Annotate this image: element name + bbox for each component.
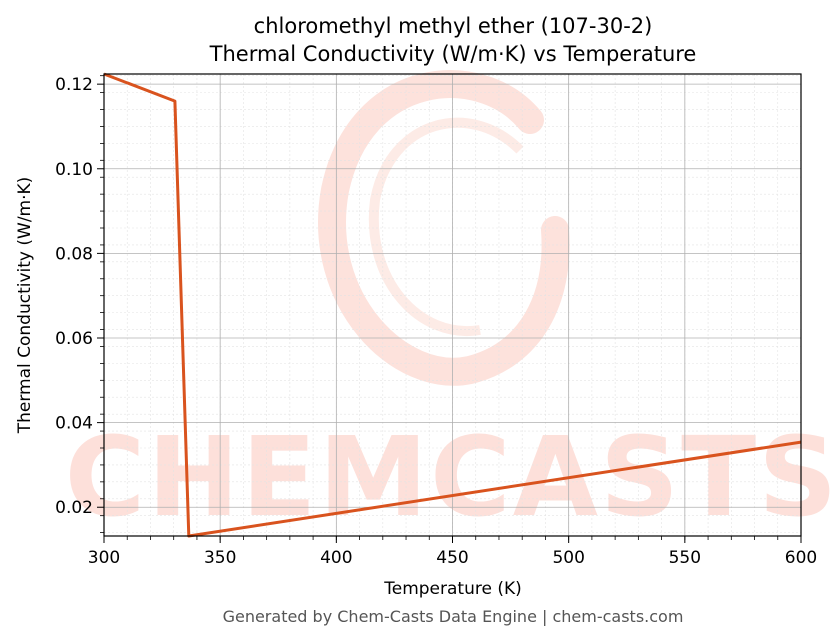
chart-title-line2: Thermal Conductivity (W/m·K) vs Temperat… (209, 42, 697, 66)
y-tick-label: 0.02 (55, 498, 93, 518)
series-line (103, 72, 802, 538)
x-tick-label: 550 (669, 548, 701, 568)
y-axis-label: Thermal Conductivity (W/m·K) (15, 177, 35, 435)
y-tick-label: 0.12 (55, 75, 93, 95)
x-tick-label: 350 (204, 548, 236, 568)
y-tick-label: 0.06 (55, 329, 93, 349)
x-axis-label: Temperature (K) (383, 579, 522, 599)
y-tick-label: 0.08 (55, 244, 93, 264)
x-tick-label: 600 (785, 548, 817, 568)
footer-credit: Generated by Chem-Casts Data Engine | ch… (222, 607, 684, 626)
y-tick-label: 0.04 (55, 414, 93, 434)
y-tick-label: 0.10 (55, 160, 93, 180)
series-group (103, 72, 802, 538)
plot-area-frame (103, 73, 802, 537)
x-tick-label: 500 (552, 548, 584, 568)
x-tick-label: 300 (88, 548, 120, 568)
x-tick-label: 400 (320, 548, 352, 568)
watermark-logo: CHEMCASTS (65, 70, 836, 541)
watermark-text: CHEMCASTS (65, 413, 836, 541)
axis-ticks: 300 350 400 450 500 550 600 0.02 0.04 0.06 0.08 0.1… (55, 75, 817, 568)
x-tick-label: 450 (436, 548, 468, 568)
chart-title-line1: chloromethyl methyl ether (107-30-2) (254, 14, 653, 38)
